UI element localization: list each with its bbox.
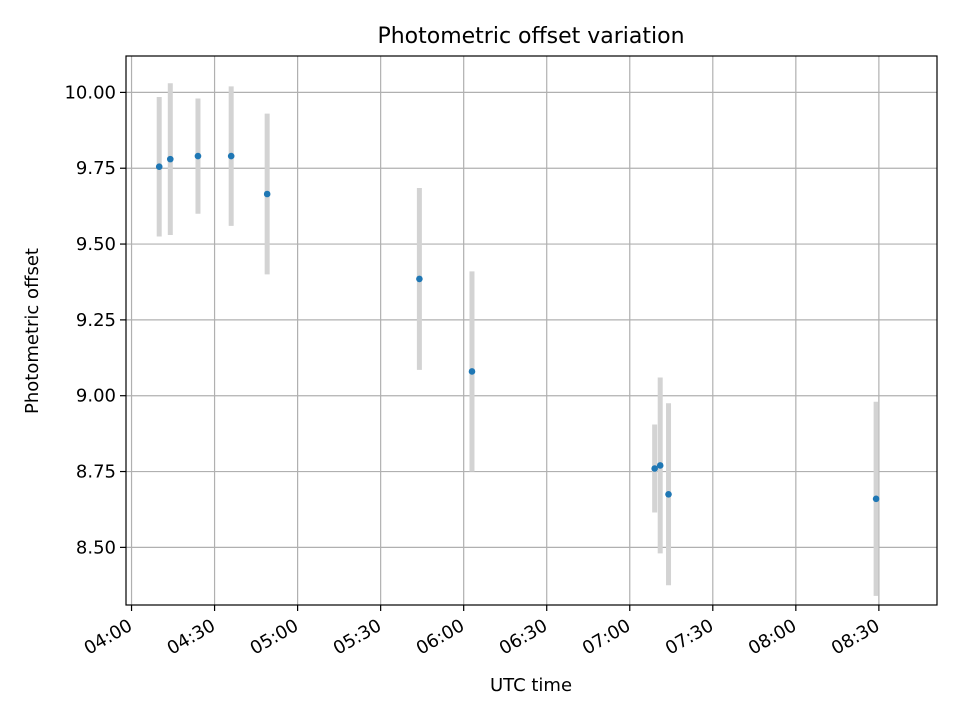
data-point — [656, 462, 664, 469]
data-point — [155, 163, 163, 171]
data-point — [665, 490, 672, 498]
y-tick-label: 9.00 — [76, 386, 116, 407]
plot-frame — [125, 55, 938, 606]
x-axis-label: UTC time — [490, 675, 572, 696]
data-point — [194, 152, 202, 160]
data-point — [651, 465, 658, 472]
y-tick-label: 8.50 — [76, 537, 116, 558]
data-points — [155, 152, 880, 503]
y-tick-label: 9.75 — [76, 158, 116, 179]
y-tick-label: 9.25 — [76, 310, 116, 331]
data-point — [227, 152, 235, 160]
data-point — [872, 495, 880, 503]
y-tick-label: 8.75 — [76, 462, 116, 483]
data-point — [416, 275, 423, 283]
y-axis-ticks: 8.50 8.75 9.00 9.25 9.50 9.75 10.00 — [64, 82, 126, 558]
chart-title: Photometric offset variation — [377, 24, 684, 49]
y-tick-label: 10.00 — [64, 82, 116, 103]
grid — [126, 56, 937, 605]
data-point — [468, 368, 476, 375]
data-point — [263, 190, 271, 198]
y-tick-label: 9.50 — [76, 234, 116, 255]
data-point — [166, 155, 174, 163]
y-axis-label: Photometric offset — [22, 248, 43, 414]
